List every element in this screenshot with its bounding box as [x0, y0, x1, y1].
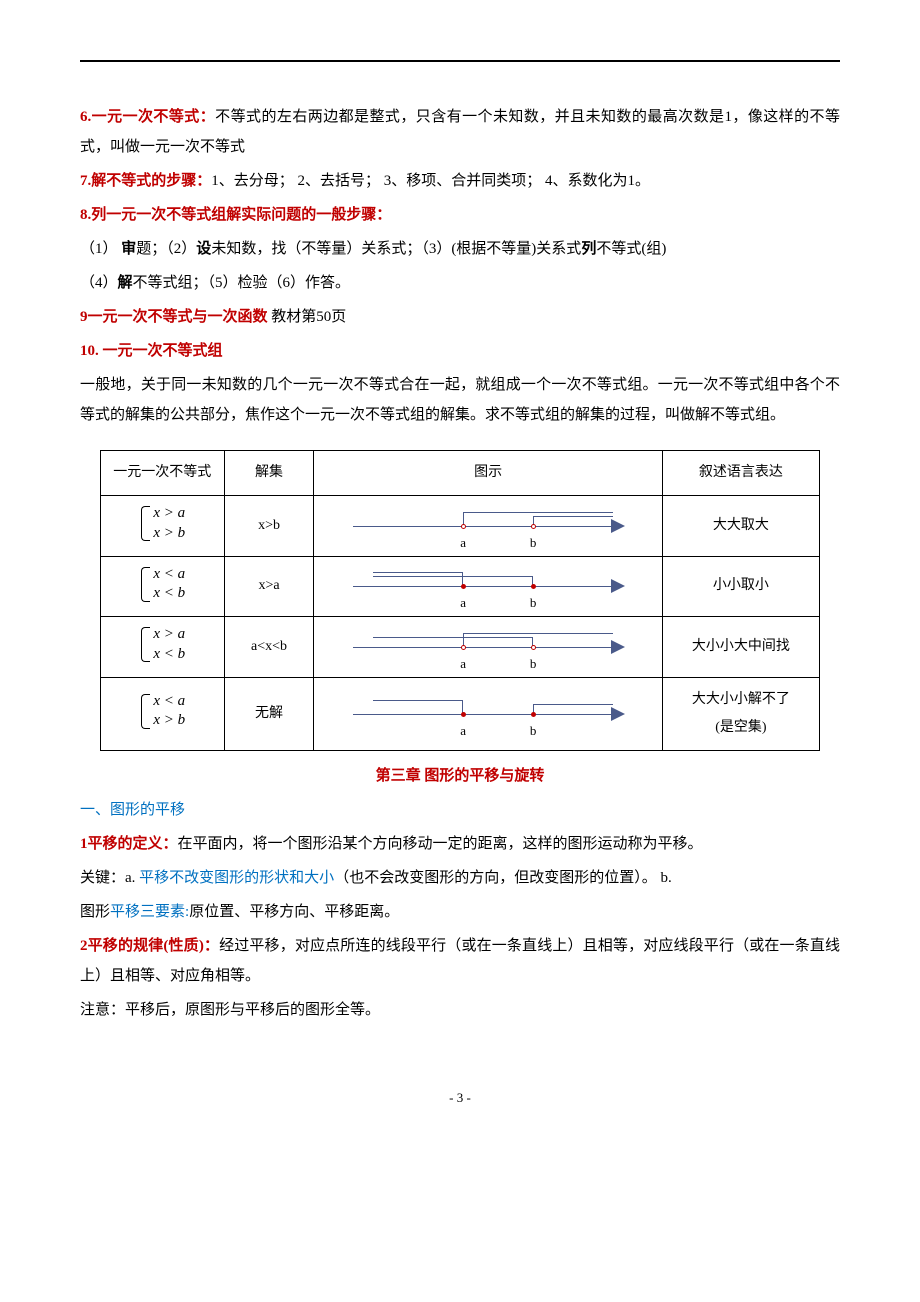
cell-diagram: ab [314, 556, 662, 617]
cell-solution: x>a [224, 556, 314, 617]
section-6: 6.一元一次不等式：不等式的左右两边都是整式，只含有一个未知数，并且未知数的最高… [80, 102, 840, 162]
cell-solution: 无解 [224, 677, 314, 750]
number-line-diagram: ab [353, 694, 623, 734]
cell-desc: 大小小大中间找 [662, 617, 819, 678]
text-9: 教材第50页 [268, 309, 347, 325]
cell-diagram: ab [314, 677, 662, 750]
number-line-diagram: ab [353, 506, 623, 546]
cell-solution: a<x<b [224, 617, 314, 678]
ch3-p5: 注意：平移后，原图形与平移后的图形全等。 [80, 995, 840, 1025]
cell-system: x < ax < b [101, 556, 225, 617]
cell-system: x > ax > b [101, 496, 225, 557]
text-8b: （4）解不等式组；（5）检验（6）作答。 [80, 275, 350, 291]
chapter3-sub1: 一、图形的平移 [80, 795, 840, 825]
section-10-body: 一般地，关于同一未知数的几个一元一次不等式合在一起，就组成一个一次不等式组。一元… [80, 370, 840, 430]
table-row: x > ax < ba<x<b ab 大小小大中间找 [101, 617, 820, 678]
section-10: 10. 一元一次不等式组 [80, 336, 840, 366]
inequality-table: 一元一次不等式 解集 图示 叙述语言表达 x > ax > bx>b ab 大大取大… [100, 450, 820, 751]
ch3-p2: 关键：a. 平移不改变图形的形状和大小（也不会改变图形的方向，但改变图形的位置）… [80, 863, 840, 893]
table-row: x < ax < bx>a ab 小小取小 [101, 556, 820, 617]
ch3-p3: 图形平移三要素:原位置、平移方向、平移距离。 [80, 897, 840, 927]
cell-system: x < ax > b [101, 677, 225, 750]
th-diagram: 图示 [314, 451, 662, 496]
page-number: - 3 - [80, 1085, 840, 1111]
cell-diagram: ab [314, 496, 662, 557]
section-8-line2: （4）解不等式组；（5）检验（6）作答。 [80, 268, 840, 298]
number-line-diagram: ab [353, 627, 623, 667]
label-6: 6.一元一次不等式： [80, 109, 215, 125]
cell-diagram: ab [314, 617, 662, 678]
section-8: 8.列一元一次不等式组解实际问题的一般步骤： [80, 200, 840, 230]
th-desc: 叙述语言表达 [662, 451, 819, 496]
section-7: 7.解不等式的步骤：1、去分母； 2、去括号； 3、移项、合并同类项； 4、系数… [80, 166, 840, 196]
section-9: 9一元一次不等式与一次函数 教材第50页 [80, 302, 840, 332]
text-8a: （1） 审题；（2）设未知数，找（不等量）关系式；（3）(根据不等量)关系式列不… [80, 241, 666, 257]
number-line-diagram: ab [353, 566, 623, 606]
table-row: x < ax > b无解 ab 大大小小解不了(是空集) [101, 677, 820, 750]
chapter3-title: 第三章 图形的平移与旋转 [80, 761, 840, 791]
label-7: 7.解不等式的步骤： [80, 173, 211, 189]
label-10: 10. 一元一次不等式组 [80, 343, 223, 359]
text-7: 1、去分母； 2、去括号； 3、移项、合并同类项； 4、系数化为1。 [211, 173, 650, 189]
label-9: 9一元一次不等式与一次函数 [80, 309, 268, 325]
table-header-row: 一元一次不等式 解集 图示 叙述语言表达 [101, 451, 820, 496]
th-solution: 解集 [224, 451, 314, 496]
ch3-p4: 2平移的规律(性质)：经过平移，对应点所连的线段平行（或在一条直线上）且相等，对… [80, 931, 840, 991]
section-8-line1: （1） 审题；（2）设未知数，找（不等量）关系式；（3）(根据不等量)关系式列不… [80, 234, 840, 264]
header-rule [80, 60, 840, 62]
label-8: 8.列一元一次不等式组解实际问题的一般步骤： [80, 207, 391, 223]
cell-desc: 小小取小 [662, 556, 819, 617]
cell-solution: x>b [224, 496, 314, 557]
th-system: 一元一次不等式 [101, 451, 225, 496]
cell-system: x > ax < b [101, 617, 225, 678]
table-row: x > ax > bx>b ab 大大取大 [101, 496, 820, 557]
cell-desc: 大大取大 [662, 496, 819, 557]
cell-desc: 大大小小解不了(是空集) [662, 677, 819, 750]
ch3-p1: 1平移的定义：在平面内，将一个图形沿某个方向移动一定的距离，这样的图形运动称为平… [80, 829, 840, 859]
